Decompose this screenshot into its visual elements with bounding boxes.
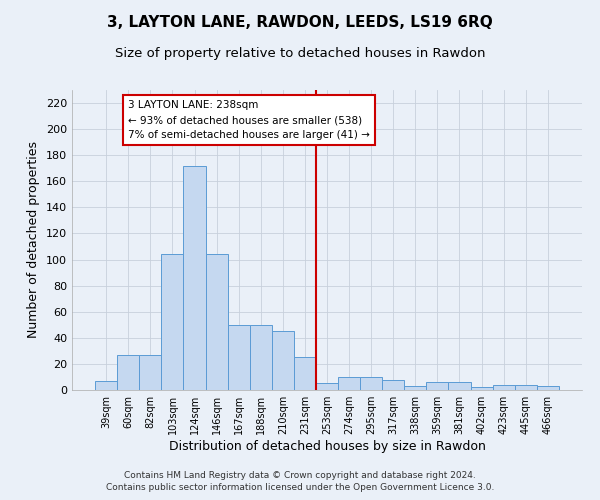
Bar xyxy=(161,254,184,390)
Bar xyxy=(95,381,117,390)
Text: Contains public sector information licensed under the Open Government Licence 3.: Contains public sector information licen… xyxy=(106,484,494,492)
Bar xyxy=(227,325,250,390)
Bar xyxy=(427,382,448,390)
Bar xyxy=(206,254,227,390)
Text: 3, LAYTON LANE, RAWDON, LEEDS, LS19 6RQ: 3, LAYTON LANE, RAWDON, LEEDS, LS19 6RQ xyxy=(107,15,493,30)
Bar xyxy=(294,358,316,390)
Text: 3 LAYTON LANE: 238sqm
← 93% of detached houses are smaller (538)
7% of semi-deta: 3 LAYTON LANE: 238sqm ← 93% of detached … xyxy=(128,100,370,140)
Bar xyxy=(338,377,360,390)
Bar xyxy=(272,332,294,390)
Bar xyxy=(139,355,161,390)
Bar xyxy=(448,382,470,390)
Text: Size of property relative to detached houses in Rawdon: Size of property relative to detached ho… xyxy=(115,48,485,60)
Bar xyxy=(360,377,382,390)
Bar xyxy=(382,380,404,390)
Bar xyxy=(316,384,338,390)
Bar xyxy=(515,385,537,390)
Bar xyxy=(250,325,272,390)
Y-axis label: Number of detached properties: Number of detached properties xyxy=(28,142,40,338)
Bar xyxy=(537,386,559,390)
Bar xyxy=(493,385,515,390)
X-axis label: Distribution of detached houses by size in Rawdon: Distribution of detached houses by size … xyxy=(169,440,485,453)
Bar xyxy=(117,355,139,390)
Bar xyxy=(184,166,206,390)
Bar xyxy=(470,388,493,390)
Bar xyxy=(404,386,427,390)
Text: Contains HM Land Registry data © Crown copyright and database right 2024.: Contains HM Land Registry data © Crown c… xyxy=(124,471,476,480)
